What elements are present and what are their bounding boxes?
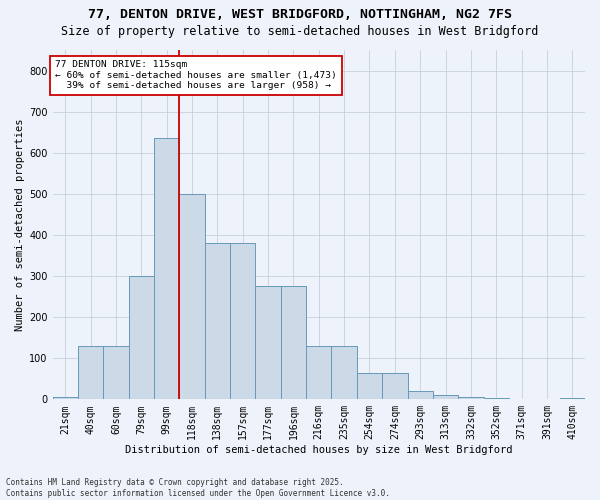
- Bar: [154, 138, 179, 400]
- Bar: [306, 346, 331, 400]
- Bar: [78, 346, 103, 400]
- Bar: [382, 372, 407, 400]
- Bar: [281, 286, 306, 400]
- Bar: [205, 243, 230, 400]
- Bar: [256, 286, 281, 400]
- Bar: [433, 395, 458, 400]
- Bar: [331, 346, 357, 400]
- Bar: [128, 276, 154, 400]
- Y-axis label: Number of semi-detached properties: Number of semi-detached properties: [15, 118, 25, 331]
- Bar: [458, 398, 484, 400]
- Bar: [53, 398, 78, 400]
- Bar: [357, 372, 382, 400]
- Bar: [103, 346, 128, 400]
- Bar: [407, 391, 433, 400]
- Text: Size of property relative to semi-detached houses in West Bridgford: Size of property relative to semi-detach…: [61, 25, 539, 38]
- Text: 77 DENTON DRIVE: 115sqm
← 60% of semi-detached houses are smaller (1,473)
  39% : 77 DENTON DRIVE: 115sqm ← 60% of semi-de…: [55, 60, 337, 90]
- Bar: [230, 243, 256, 400]
- Bar: [179, 194, 205, 400]
- Bar: [560, 398, 585, 400]
- Text: 77, DENTON DRIVE, WEST BRIDGFORD, NOTTINGHAM, NG2 7FS: 77, DENTON DRIVE, WEST BRIDGFORD, NOTTIN…: [88, 8, 512, 20]
- Bar: [484, 398, 509, 400]
- X-axis label: Distribution of semi-detached houses by size in West Bridgford: Distribution of semi-detached houses by …: [125, 445, 512, 455]
- Text: Contains HM Land Registry data © Crown copyright and database right 2025.
Contai: Contains HM Land Registry data © Crown c…: [6, 478, 390, 498]
